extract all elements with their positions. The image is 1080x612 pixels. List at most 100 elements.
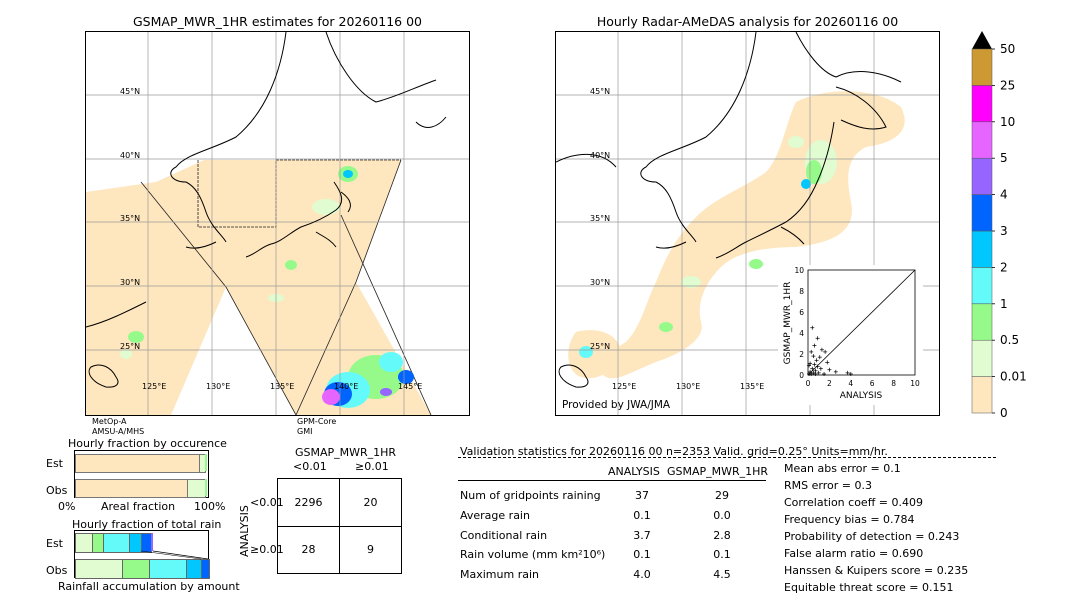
occurrence-title: Hourly fraction by occurence [68,437,227,450]
colorbar: 0 0.01 0.5 1 2 3 4 5 10 25 50 [960,28,1030,420]
lon-label-125: 125°E [142,382,166,391]
stat-analysis-1: 0.1 [633,509,651,522]
scatter-ytick: 8 [799,287,804,296]
scatter-point [808,369,813,374]
colorbar-cell [971,376,993,414]
scatter-point [808,361,813,366]
scatter-point [823,349,828,354]
colorbar-labels: 0 0.01 0.5 1 2 3 4 5 10 25 50 [1000,42,1027,420]
scatter-xtick: 4 [848,379,853,388]
stat-label-0: Num of gridpoints raining [460,489,601,502]
contingency-cell-00: 2296 [294,496,323,509]
left-map-title: GSMAP_MWR_1HR estimates for 20260116 00 [133,14,422,29]
stat-gsmap-1: 0.0 [713,509,731,522]
stat-analysis-3: 0.1 [633,548,651,561]
scatter-plot: 00 2 2 4 4 6 6 8 8 10 10 ANALYSIS GSMAP_MWR_1HR [783,266,920,401]
colorbar-label: 0 [1000,406,1008,418]
contingency-title: GSMAP_MWR_1HR [295,446,397,459]
stat-label-1: Average rain [460,509,530,522]
occurrence-obs-label: Obs [46,484,68,497]
scatter-point [812,343,817,348]
total-obs-seg-5 [201,559,210,579]
rain-blob [312,199,340,215]
scatter-ytick: 6 [799,308,804,317]
scatter-point [817,355,822,360]
sat-label-gmi: GMI [297,427,313,436]
lon-label-130: 130°E [206,382,230,391]
colorbar-cell [971,157,993,195]
scatter-point [809,349,814,354]
occurrence-axis-left: 0% [58,500,76,513]
sat-label-gpm: GPM-Core [297,417,337,426]
colorbar-cell [971,339,993,377]
stat-gsmap-3: 0.1 [713,548,731,561]
contingency-cell-10: 28 [301,543,316,556]
scatter-point [819,347,824,352]
scatter-point [825,360,830,365]
colorbar-canvas: 0 0.01 0.5 1 2 3 4 5 10 25 50 [971,31,1027,420]
colorbar-cell [971,121,993,159]
contingency-row-lt: <0.01 [250,496,284,509]
colorbar-label: 4 [1000,188,1008,202]
stat-gsmap-0: 29 [715,489,729,502]
lon-label-135: 135°E [270,382,294,391]
contingency-grid: 2296 20 28 9 [277,478,402,574]
colorbar-label: 1 [1000,297,1008,311]
scatter-xtick: 2 [827,379,832,388]
scatter-diagonal [807,269,916,376]
total-rain-obs-label: Obs [46,564,68,577]
colorbar-cells [971,48,995,414]
score-7: Equitable threat score = 0.151 [784,581,954,594]
scatter-ylabel: GSMAP_MWR_1HR [783,282,793,365]
contingency-col-lt: <0.01 [293,460,327,473]
scatter-point [818,366,823,371]
colorbar-label: 3 [1000,224,1008,238]
validation-header: Validation statistics for 20260116 00 n=… [460,445,888,458]
left-map-canvas: 45°N 40°N 35°N 30°N 25°N 125°E 130°E 135… [86,32,469,415]
lat-label-45: 45°N [590,87,610,96]
colorbar-label: 25 [1000,78,1015,92]
score-3: Frequency bias = 0.784 [784,513,915,526]
occurrence-obs-bar-light [187,479,206,498]
rain-blob [579,346,593,358]
total-rain-connectors [140,550,209,560]
scatter-xtick: 10 [910,379,920,388]
lon-label-125: 125°E [612,382,636,391]
lat-label-45: 45°N [120,87,140,96]
scatter-point [827,367,832,372]
left-map: 45°N 40°N 35°N 30°N 25°N 125°E 130°E 135… [85,31,470,416]
scatter-ytick: 10 [794,266,804,275]
rain-blob [343,170,353,178]
scatter-point [845,370,850,375]
lat-label-40: 40°N [120,151,140,160]
colorbar-label: 5 [1000,151,1008,165]
colorbar-cell [971,303,993,341]
scatter-point [815,364,820,369]
rain-blob [379,352,403,372]
colorbar-cell [971,48,993,86]
score-0: Mean abs error = 0.1 [784,462,901,475]
swath-edge-left [140,181,297,415]
lat-label-35: 35°N [120,214,140,223]
rain-blob [659,322,673,332]
rain-blob [788,136,804,148]
rain-blob [749,259,763,269]
total-rain-est-label: Est [46,537,63,550]
right-map-canvas: 45°N 40°N 35°N 30°N 25°N 125°E 130°E 135… [556,32,939,415]
validation-col-rule [458,480,766,481]
radar-coverage-south [568,330,621,379]
scatter-point [816,370,821,375]
occurrence-axis-right: 100% [194,500,226,513]
lat-label-40: 40°N [590,151,610,160]
stat-analysis-4: 4.0 [633,568,651,581]
occurrence-est-label: Est [46,457,63,470]
score-4: Probability of detection = 0.243 [784,530,960,543]
scatter-point [811,354,816,359]
scatter-xtick: 8 [891,379,896,388]
lat-label-25: 25°N [590,342,610,351]
sat-label-metop: MetOp-A [92,417,127,426]
score-6: Hanssen & Kuipers score = 0.235 [784,564,969,577]
provided-by: Provided by JWA/JMA [562,399,671,411]
rain-blob [801,179,811,189]
rain-blob [120,349,132,359]
